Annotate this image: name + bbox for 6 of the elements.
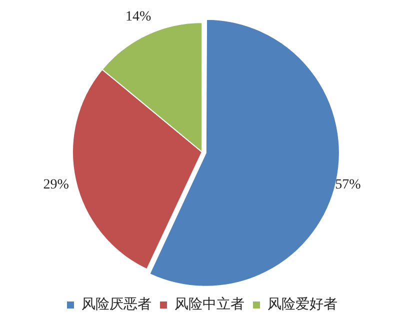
legend-label: 风险爱好者 bbox=[268, 296, 338, 313]
data-label: 29% bbox=[43, 177, 70, 192]
legend-label: 风险中立者 bbox=[174, 296, 244, 313]
data-label: 14% bbox=[126, 9, 152, 24]
legend-label: 风险厌恶者 bbox=[82, 296, 152, 313]
data-label: 57% bbox=[335, 177, 362, 192]
